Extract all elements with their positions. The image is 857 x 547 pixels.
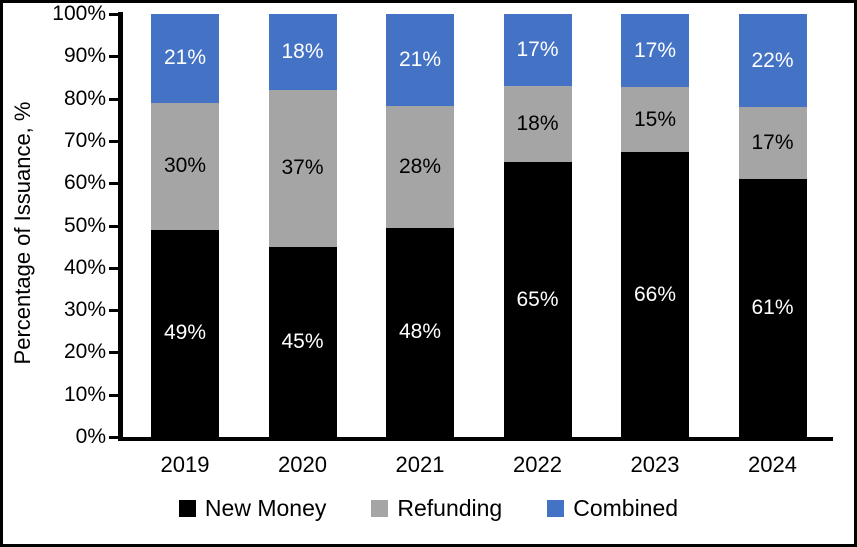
bar-segment-refunding-2019: 30% [151, 102, 219, 230]
y-tick-label: 20% [63, 340, 106, 364]
y-tick-mark [109, 224, 118, 228]
legend-item-refunding: Refunding [371, 495, 502, 522]
bar-segment-combined-2019: 21% [151, 14, 219, 103]
data-label: 21% [398, 47, 442, 71]
bar-segment-new-money-2024: 61% [738, 178, 807, 437]
data-label: 17% [751, 131, 794, 155]
legend-item-combined: Combined [547, 495, 678, 522]
y-tick-mark [109, 139, 118, 143]
data-label: 66% [633, 282, 677, 306]
bar-2020: 45% 37% 18% [268, 14, 337, 437]
y-tick-label: 30% [63, 298, 106, 322]
y-tick-mark [109, 55, 118, 59]
bar-segment-refunding-2024: 17% [738, 107, 807, 179]
bar-segment-combined-2023: 17% [621, 14, 689, 88]
y-tick-mark [109, 97, 118, 101]
data-label: 17% [633, 38, 677, 62]
data-label: 45% [281, 329, 324, 353]
bar-segment-new-money-2020: 45% [268, 246, 337, 437]
data-label: 61% [751, 295, 794, 319]
y-tick-label: 70% [63, 128, 106, 152]
x-axis-line [118, 437, 833, 441]
y-axis-line [118, 12, 123, 441]
data-label: 49% [163, 321, 207, 345]
y-tick-label: 100% [52, 2, 106, 25]
bar-segment-refunding-2022: 18% [503, 85, 572, 163]
y-tick-mark [109, 309, 118, 313]
bar-2022: 65% 18% 17% [503, 14, 572, 437]
legend-label: Refunding [397, 495, 503, 521]
data-label: 18% [516, 112, 559, 135]
legend-swatch-icon [547, 500, 565, 517]
y-tick-mark [109, 182, 118, 186]
bar-2019: 49% 30% 21% [151, 14, 219, 437]
x-axis-label-2020: 2020 [278, 452, 327, 477]
legend-swatch-icon [178, 500, 196, 517]
legend-item-new-money: New Money [178, 495, 327, 522]
legend: New Money Refunding Combined [0, 495, 857, 522]
y-tick-label: 50% [63, 213, 106, 237]
data-label: 15% [633, 107, 677, 131]
y-tick-mark [109, 266, 118, 270]
data-label: 30% [163, 154, 207, 178]
bar-segment-refunding-2021: 28% [386, 105, 454, 228]
bar-2024: 61% 17% 22% [738, 14, 807, 437]
bar-segment-combined-2022: 17% [503, 14, 572, 86]
bar-segment-refunding-2023: 15% [621, 87, 689, 153]
data-label: 37% [281, 156, 324, 180]
data-label: 17% [516, 37, 559, 61]
data-label: 48% [398, 320, 442, 344]
data-label: 18% [281, 40, 324, 64]
legend-swatch-icon [371, 500, 389, 517]
bar-segment-new-money-2023: 66% [621, 152, 689, 437]
data-label: 28% [398, 154, 442, 178]
y-tick-mark [109, 436, 118, 439]
y-tick-label: 90% [63, 44, 106, 68]
y-tick-label: 80% [63, 86, 106, 110]
y-tick-mark [109, 393, 118, 397]
x-axis-label-2019: 2019 [160, 452, 210, 477]
data-label: 21% [163, 46, 207, 70]
x-axis-label-2021: 2021 [395, 452, 445, 477]
bar-2023: 66% 15% 17% [621, 14, 689, 437]
legend-label: Combined [573, 495, 679, 521]
bar-segment-combined-2024: 22% [738, 14, 807, 108]
y-tick-mark [109, 351, 118, 355]
bar-segment-new-money-2022: 65% [503, 162, 572, 437]
x-axis-label-2023: 2023 [630, 452, 680, 477]
bar-segment-combined-2020: 18% [268, 14, 337, 91]
x-axis-label-2022: 2022 [513, 452, 562, 477]
bar-segment-combined-2021: 21% [386, 14, 454, 106]
data-label: 22% [751, 48, 794, 72]
y-tick-label: 40% [63, 255, 106, 279]
data-label: 65% [516, 287, 559, 311]
bar-segment-refunding-2020: 37% [268, 90, 337, 247]
y-tick-mark [109, 13, 118, 16]
bar-segment-new-money-2021: 48% [386, 227, 454, 437]
legend-label: New Money [204, 495, 327, 521]
y-tick-label: 0% [75, 425, 106, 448]
y-tick-label: 60% [63, 171, 106, 195]
bar-2021: 48% 28% 21% [386, 14, 454, 437]
x-axis-label-2024: 2024 [748, 452, 797, 477]
bar-segment-new-money-2019: 49% [151, 229, 219, 437]
y-tick-label: 10% [63, 382, 106, 406]
